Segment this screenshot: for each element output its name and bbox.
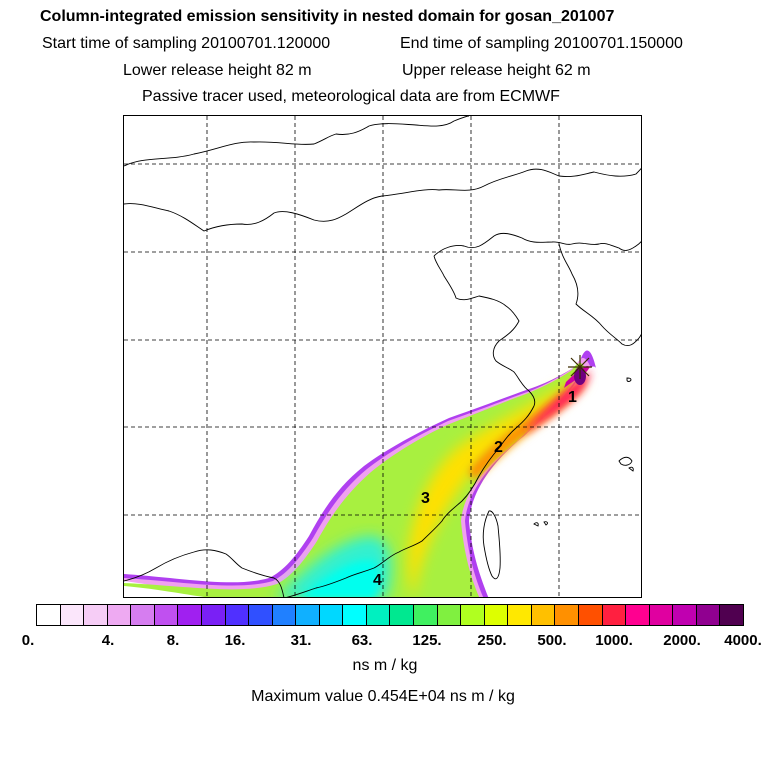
legend-tick-label: 0. <box>21 632 35 649</box>
legend-swatch <box>649 605 674 625</box>
legend-swatch <box>484 605 509 625</box>
map-panel: 1 2 3 4 <box>123 115 642 598</box>
legend-swatch <box>696 605 721 625</box>
legend-swatch <box>37 605 61 625</box>
legend-swatch <box>414 605 438 625</box>
tracer-label: Passive tracer used, meteorological data… <box>142 88 560 105</box>
legend-swatch <box>555 605 579 625</box>
start-time-label: Start time of sampling 20100701.120000 <box>42 35 331 52</box>
legend-tick-label: 4000. <box>724 632 762 649</box>
legend-unit-label: ns m / kg <box>352 657 418 674</box>
legend-swatch <box>178 605 202 625</box>
plot-title: Column-integrated emission sensitivity i… <box>40 8 615 25</box>
legend-swatch <box>673 605 697 625</box>
marker-label-3: 3 <box>421 490 430 507</box>
legend-swatch <box>154 605 179 625</box>
legend-swatch <box>626 605 650 625</box>
legend-swatch <box>296 605 320 625</box>
legend-swatch <box>343 605 367 625</box>
legend-swatch <box>720 605 743 625</box>
graticule <box>124 116 641 597</box>
map-canvas: 1 2 3 4 <box>124 116 641 597</box>
sensitivity-plume <box>124 350 596 597</box>
legend-swatch <box>508 605 532 625</box>
legend-swatch <box>201 605 226 625</box>
legend-tick-label: 1000. <box>595 632 633 649</box>
legend-swatch <box>84 605 108 625</box>
coastline-south <box>124 549 285 597</box>
legend-swatch <box>249 605 273 625</box>
coastlines <box>124 116 641 597</box>
legend-swatch <box>319 605 344 625</box>
marker-label-2: 2 <box>494 439 503 456</box>
legend-tick-label: 63. <box>351 632 373 649</box>
legend-tick-label: 500. <box>537 632 567 649</box>
legend-swatch <box>390 605 414 625</box>
max-value-label: Maximum value 0.454E+04 ns m / kg <box>251 688 515 705</box>
legend-swatch <box>225 605 250 625</box>
coastline-taiwan <box>482 510 501 580</box>
legend-swatch <box>131 605 155 625</box>
marker-label-1: 1 <box>568 389 577 406</box>
lower-height-label: Lower release height 82 m <box>123 62 312 79</box>
plume-red-core <box>524 371 591 434</box>
legend-swatch <box>602 605 627 625</box>
legend-tick-label: 31. <box>290 632 312 649</box>
legend-swatch <box>461 605 485 625</box>
legend-tick-label: 2000. <box>663 632 701 649</box>
plume-body-green <box>124 363 586 597</box>
color-legend-bar <box>36 604 744 626</box>
legend-swatch <box>107 605 132 625</box>
legend-tick-label: 4. <box>101 632 115 649</box>
plume-yellow-core <box>408 378 586 597</box>
legend-tick-label: 125. <box>412 632 442 649</box>
legend-swatch <box>366 605 391 625</box>
legend-tick-label: 8. <box>166 632 180 649</box>
coastline-jeju-islands <box>533 377 634 527</box>
legend-swatch <box>437 605 462 625</box>
legend-swatch <box>60 605 85 625</box>
marker-label-4: 4 <box>373 572 382 589</box>
release-site-star-icon <box>568 355 592 379</box>
legend-swatch <box>272 605 297 625</box>
coastline-bohai-korea <box>433 232 641 347</box>
legend-tick-label: 16. <box>224 632 246 649</box>
legend-tick-label: 250. <box>477 632 507 649</box>
coastline-east-china <box>286 405 535 597</box>
legend-swatch <box>578 605 603 625</box>
upper-height-label: Upper release height 62 m <box>402 62 591 79</box>
legend-swatch <box>531 605 556 625</box>
coastline-north <box>124 116 470 167</box>
end-time-label: End time of sampling 20100701.150000 <box>400 35 683 52</box>
coastline-manchuria <box>124 168 641 232</box>
plume-teal-core <box>301 560 379 597</box>
coastline-shandong-jiangsu <box>433 255 536 407</box>
